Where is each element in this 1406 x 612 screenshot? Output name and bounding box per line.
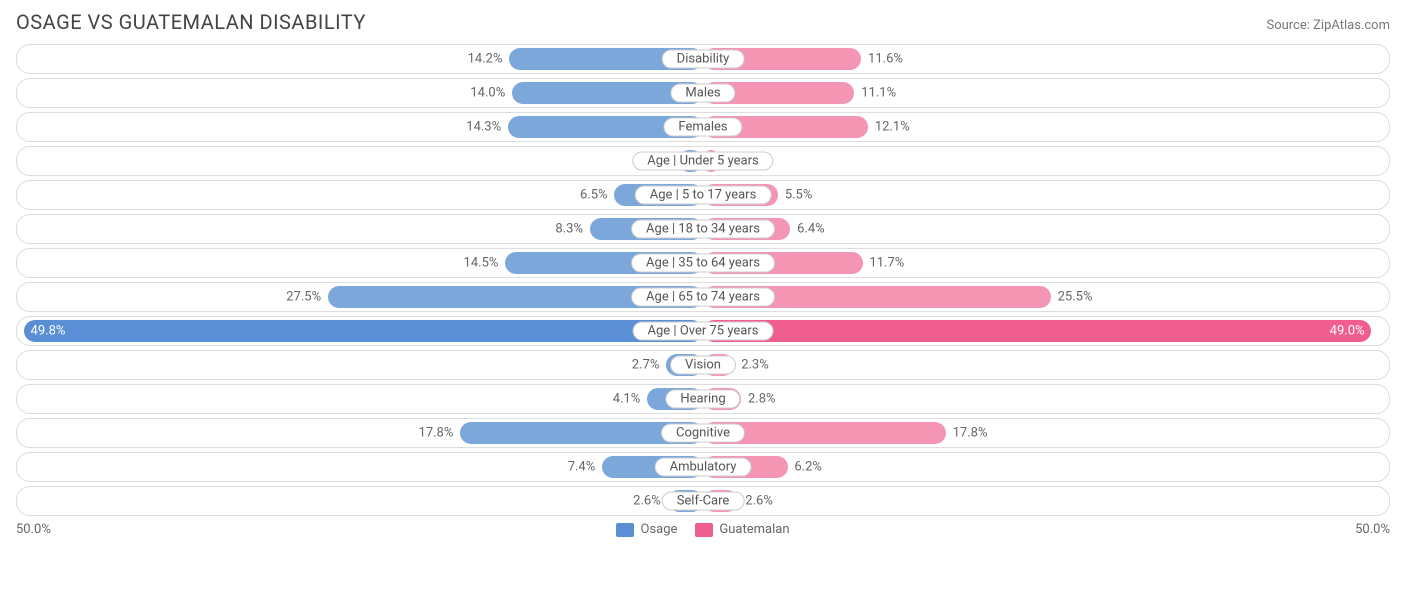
row-label: Hearing xyxy=(665,390,740,409)
row-label: Vision xyxy=(670,356,736,375)
chart-row: 8.3% 6.4% Age | 18 to 34 years xyxy=(16,214,1390,244)
value-left: 4.1% xyxy=(613,392,641,407)
value-right: 6.2% xyxy=(794,460,822,475)
value-right: 2.6% xyxy=(745,494,773,509)
chart-row: 4.1% 2.8% Hearing xyxy=(16,384,1390,414)
value-right: 17.8% xyxy=(953,426,988,441)
chart-footer: 50.0% Osage Guatemalan 50.0% xyxy=(16,522,1390,537)
value-left: 49.8% xyxy=(31,324,66,339)
value-right: 11.1% xyxy=(861,86,896,101)
bar-right xyxy=(703,320,1371,342)
legend: Osage Guatemalan xyxy=(616,522,789,537)
chart-row: 2.7% 2.3% Vision xyxy=(16,350,1390,380)
diverging-bar-chart: 14.2% 11.6% Disability 14.0% 11.1% Males 14.3%… xyxy=(16,44,1390,516)
value-left: 14.0% xyxy=(470,86,505,101)
chart-row: 6.5% 5.5% Age | 5 to 17 years xyxy=(16,180,1390,210)
value-left: 14.3% xyxy=(466,120,501,135)
legend-item-right: Guatemalan xyxy=(695,522,789,537)
row-label: Age | 35 to 64 years xyxy=(631,254,775,273)
legend-swatch-right xyxy=(695,523,713,537)
value-left: 14.2% xyxy=(468,52,503,67)
row-label: Age | 5 to 17 years xyxy=(635,186,772,205)
legend-label-left: Osage xyxy=(640,522,677,537)
row-label: Females xyxy=(663,118,742,137)
chart-row: 1.8%1.2%Age | Under 5 years xyxy=(16,146,1390,176)
value-left: 7.4% xyxy=(568,460,596,475)
value-left: 27.5% xyxy=(286,290,321,305)
value-left: 6.5% xyxy=(580,188,608,203)
axis-left-max: 50.0% xyxy=(16,522,51,537)
chart-row: 2.6% 2.6%Self-Care xyxy=(16,486,1390,516)
chart-row: 14.2% 11.6% Disability xyxy=(16,44,1390,74)
chart-source: Source: ZipAtlas.com xyxy=(1266,18,1390,33)
row-label: Cognitive xyxy=(661,424,745,443)
legend-swatch-left xyxy=(616,523,634,537)
legend-item-left: Osage xyxy=(616,522,677,537)
row-label: Age | Over 75 years xyxy=(633,322,774,341)
row-label: Age | Under 5 years xyxy=(632,152,773,171)
value-right: 11.7% xyxy=(869,256,904,271)
chart-row: 7.4% 6.2% Ambulatory xyxy=(16,452,1390,482)
row-label: Males xyxy=(670,84,735,103)
value-right: 2.8% xyxy=(748,392,776,407)
value-left: 8.3% xyxy=(555,222,583,237)
chart-row: 14.0% 11.1% Males xyxy=(16,78,1390,108)
value-left: 17.8% xyxy=(419,426,454,441)
chart-row: 14.5% 11.7% Age | 35 to 64 years xyxy=(16,248,1390,278)
chart-row: 49.8% 49.0% Age | Over 75 years xyxy=(16,316,1390,346)
axis-right-max: 50.0% xyxy=(1355,522,1390,537)
value-right: 49.0% xyxy=(1330,324,1365,339)
value-left: 14.5% xyxy=(464,256,499,271)
value-right: 12.1% xyxy=(875,120,910,135)
bar-left xyxy=(24,320,703,342)
chart-header: OSAGE VS GUATEMALAN DISABILITY Source: Z… xyxy=(16,10,1390,34)
chart-row: 14.3% 12.1% Females xyxy=(16,112,1390,142)
chart-row: 27.5% 25.5% Age | 65 to 74 years xyxy=(16,282,1390,312)
value-left: 2.6% xyxy=(633,494,661,509)
row-label: Self-Care xyxy=(662,492,745,511)
row-label: Ambulatory xyxy=(655,458,752,477)
value-left: 2.7% xyxy=(632,358,660,373)
legend-label-right: Guatemalan xyxy=(719,522,789,537)
value-right: 25.5% xyxy=(1058,290,1093,305)
chart-row: 17.8% 17.8% Cognitive xyxy=(16,418,1390,448)
value-right: 11.6% xyxy=(868,52,903,67)
row-label: Age | 65 to 74 years xyxy=(631,288,775,307)
row-label: Age | 18 to 34 years xyxy=(631,220,775,239)
value-right: 6.4% xyxy=(797,222,825,237)
value-right: 5.5% xyxy=(785,188,813,203)
value-right: 2.3% xyxy=(741,358,769,373)
chart-title: OSAGE VS GUATEMALAN DISABILITY xyxy=(16,10,366,34)
row-label: Disability xyxy=(662,50,745,69)
